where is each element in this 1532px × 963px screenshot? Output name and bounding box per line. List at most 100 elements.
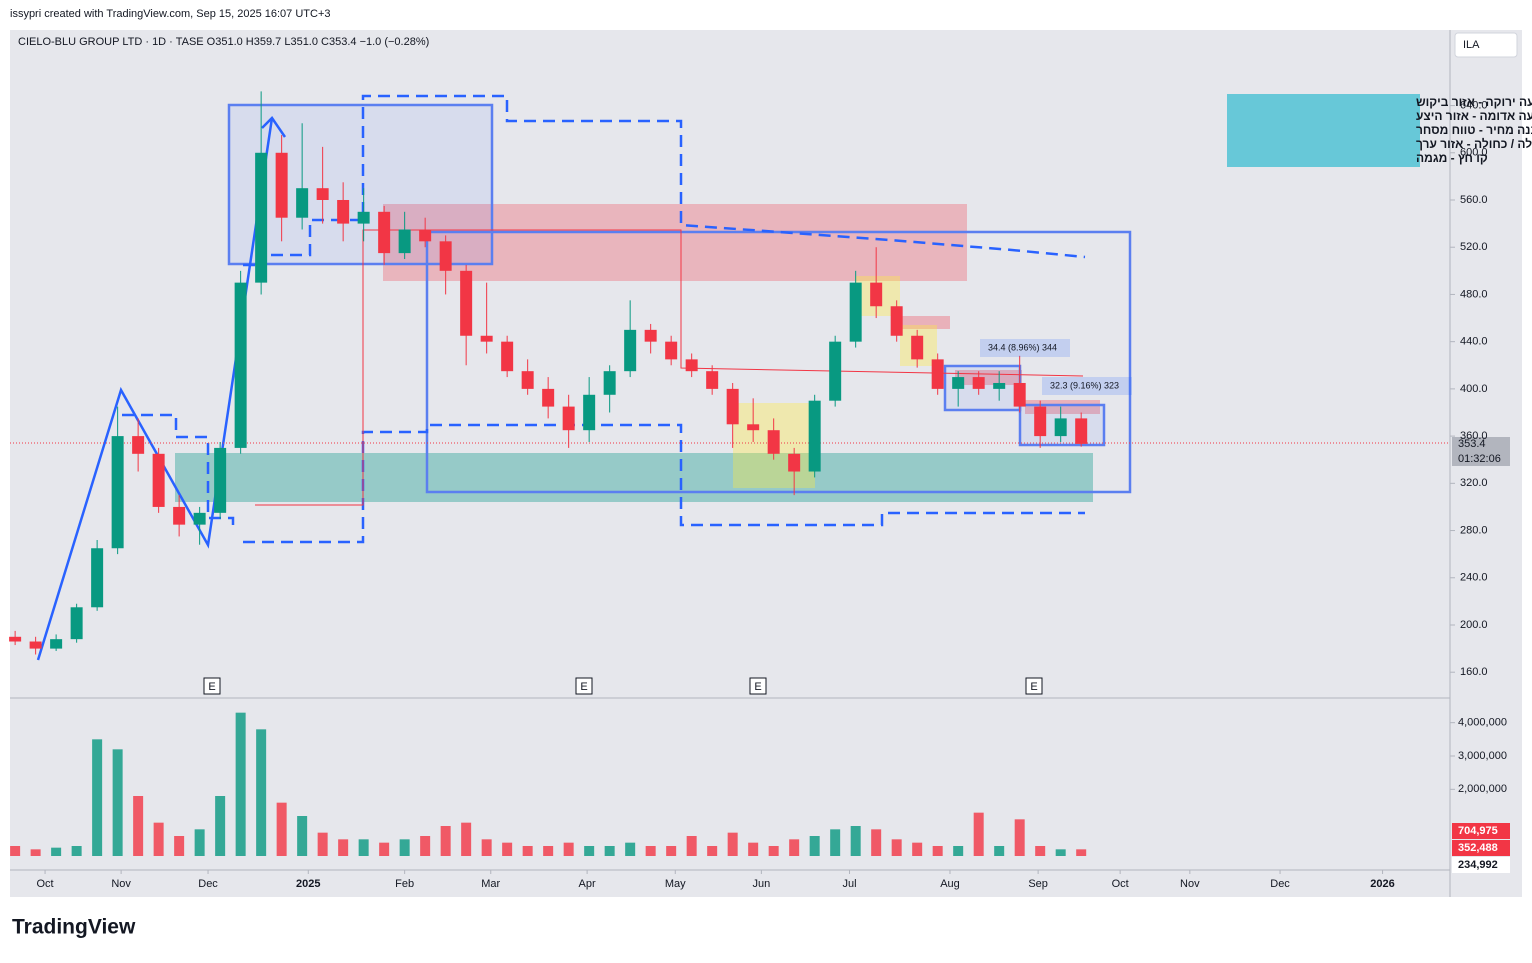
volume-bar [256,729,267,856]
volume-bar [1035,846,1046,856]
candle-body [747,424,760,431]
candle-body [788,453,801,472]
candle-body [644,329,657,342]
volume-bar [30,849,41,856]
x-tick-label: Jun [752,878,770,890]
volume-bar [153,822,164,856]
candle-body [173,506,186,525]
supply-zone [900,316,950,329]
range-box [227,103,494,266]
volume-bar [1014,819,1025,856]
candle-body [706,371,719,389]
volume-bar [399,839,410,856]
candle-body [562,406,575,431]
volume-bar [502,842,513,856]
legend: רצועה ירוקה - אזור ביקושרצועה אדומה - אז… [1416,95,1532,165]
volume-bar [850,826,861,856]
x-tick-label: Nov [111,878,131,890]
volume-bar [194,829,205,856]
last-price-box [1452,437,1510,466]
candle-body [767,430,780,454]
volume [10,712,1087,856]
countdown: 01:32:06 [1458,453,1501,465]
logo[interactable]: TradingView [12,916,136,939]
volume-bar [379,842,390,856]
candles [9,91,1088,655]
candle-body [1034,406,1047,437]
candle-body [1013,382,1026,407]
volume-bar [10,846,21,856]
x-tick-label: Dec [1270,878,1290,890]
candle-body [480,335,493,342]
candle-body [890,306,903,336]
candle-body [70,607,83,640]
supply-zone [383,204,967,281]
candle-body [603,371,616,395]
candle-body [870,282,883,307]
legend-line: עקומה סגולה / כחולה - אזור ערך [1416,137,1532,151]
volume-bar [768,846,779,856]
measure-box [1042,377,1132,395]
candle-body [152,453,165,507]
y-tick-label: 280.0 [1460,524,1488,536]
candle-body [132,436,145,454]
volume-bar [953,846,964,856]
volume-bar [645,846,656,856]
volume-tick-label: 4,000,000 [1458,717,1507,729]
x-tick-label: Oct [1112,878,1129,890]
x-tick-label: Dec [198,878,218,890]
earnings-marker-box [575,677,593,695]
x-tick-label: Aug [940,878,960,890]
earnings-marker: E [754,681,761,693]
candle-body [972,377,985,389]
legend-line: קו חץ - מגמה [1416,151,1488,165]
volume-bar [912,842,923,856]
volume-tick-label: 3,000,000 [1458,750,1507,762]
x-tick-label: Feb [395,878,414,890]
volume-bar [563,842,574,856]
y-tick-label: 560.0 [1460,194,1488,206]
volume-bar [625,842,636,856]
volume-bar [358,839,369,856]
volume-bar [112,749,123,856]
volume-bar [440,826,451,856]
earnings-marker-box [749,677,767,695]
x-tick-label: 2025 [296,878,320,890]
measure-label: 34.4 (8.96%) 344 [988,342,1057,352]
earnings-marker-box [203,677,221,695]
x-tick-label: Nov [1180,878,1200,890]
candle-body [337,199,350,224]
y-tick-label: 440.0 [1460,336,1488,348]
y-tick-label: 240.0 [1460,572,1488,584]
symbol-info: CIELO-BLU GROUP LTD · 1D · TASE O351.0 H… [18,36,429,48]
candle-body [542,388,555,407]
candle-body [255,152,268,283]
y-tick-label: 200.0 [1460,619,1488,631]
legend-line: רצועה אדומה - אזור היצע [1416,109,1532,123]
candle-body [460,270,473,336]
candle-body [111,436,124,549]
volume-bar [584,846,595,856]
x-tick-label: Mar [481,878,500,890]
candle-body [296,188,309,218]
volume-bar [1055,849,1066,856]
volume-bar [789,839,800,856]
candle-body [521,371,534,389]
candle-body [931,359,944,389]
x-tick-label: 2026 [1370,878,1394,890]
candle-body [501,341,514,372]
candle-body [993,382,1006,389]
volume-bar [543,846,554,856]
currency[interactable]: ILA [1463,39,1480,51]
candle-body [829,341,842,401]
candle-body [726,388,739,425]
candle-body [275,152,288,218]
volume-bar [748,842,759,856]
volume-bar [71,846,82,856]
y-tick-label: 480.0 [1460,288,1488,300]
volume-bar [666,846,677,856]
currency-button[interactable] [1454,32,1518,58]
volume-bar [133,796,144,856]
volume-bar [317,832,328,856]
earnings-marker: E [208,681,215,693]
